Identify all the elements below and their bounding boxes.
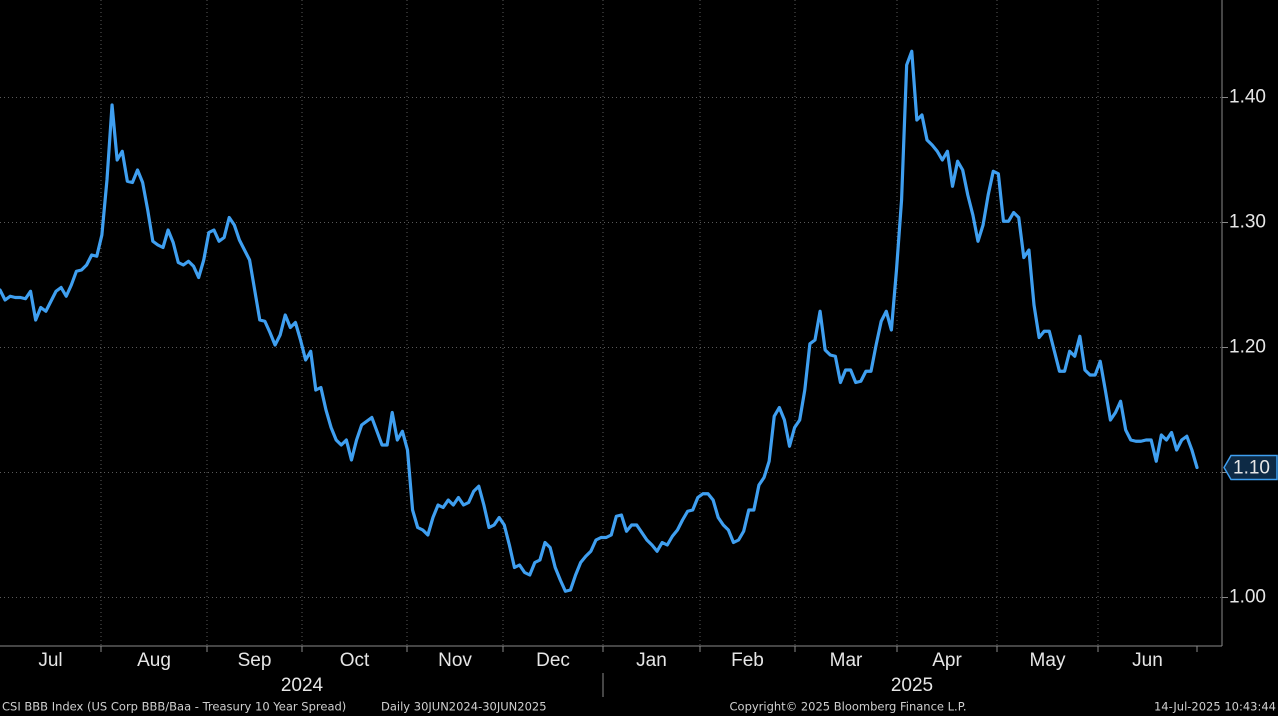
footer-copyright: Copyright© 2025 Bloomberg Finance L.P. bbox=[730, 700, 967, 714]
y-tick-label: 1.20 bbox=[1229, 337, 1266, 358]
x-tick-label: Dec bbox=[536, 650, 570, 671]
x-tick-label: Jun bbox=[1132, 650, 1163, 671]
x-tick-label: Oct bbox=[340, 650, 370, 671]
x-tick-label: Apr bbox=[932, 650, 962, 671]
x-tick-label: Nov bbox=[438, 650, 472, 671]
footer-timestamp: 14-Jul-2025 10:43:44 bbox=[1154, 700, 1276, 714]
data-line bbox=[0, 49, 1199, 593]
x-tick-label: Mar bbox=[830, 650, 863, 671]
x-tick-label: Jan bbox=[636, 650, 667, 671]
x-tick-label: Aug bbox=[137, 650, 171, 671]
footer-range: Daily 30JUN2024-30JUN2025 bbox=[381, 700, 547, 714]
last-value-marker bbox=[1223, 454, 1278, 481]
y-tick-label: 1.00 bbox=[1229, 587, 1266, 608]
last-value-label: 1.10 bbox=[1233, 458, 1270, 479]
y-tick-label: 1.40 bbox=[1229, 87, 1266, 108]
footer-title: CSI BBB Index (US Corp BBB/Baa - Treasur… bbox=[2, 700, 346, 714]
x-tick-label: Sep bbox=[238, 650, 272, 671]
x-tick-label: Feb bbox=[731, 650, 764, 671]
year-label: 2025 bbox=[891, 675, 933, 696]
y-tick-label: 1.30 bbox=[1229, 212, 1266, 233]
x-tick-label: Jul bbox=[38, 650, 62, 671]
year-label: 2024 bbox=[281, 675, 324, 696]
x-tick-label: May bbox=[1030, 650, 1066, 671]
